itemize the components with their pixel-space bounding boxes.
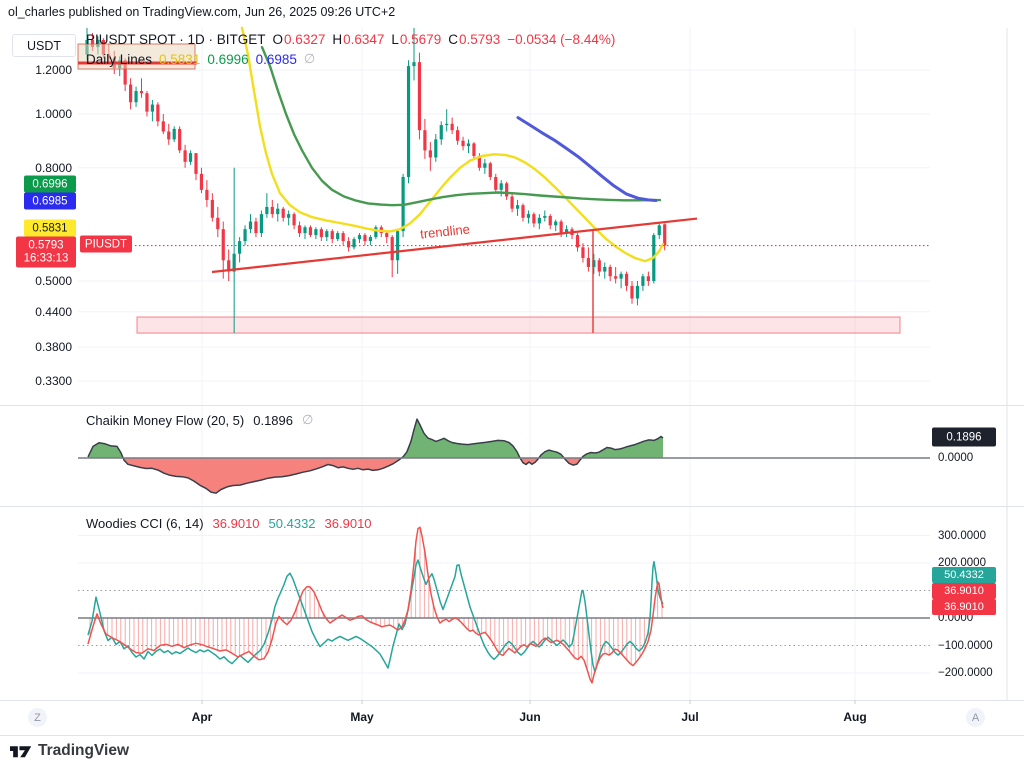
time-axis-month-label: May	[350, 710, 374, 724]
cci-axis-label: 0.0000	[938, 612, 974, 624]
cci-axis-label: 300.0000	[938, 529, 986, 542]
price-axis-badge: 0.5831	[24, 219, 76, 237]
time-axis-month-label: Jun	[519, 710, 541, 724]
time-axis-month-label: Jul	[681, 710, 699, 724]
cci-value-badge: 36.9010	[932, 583, 996, 599]
cci-value-3: 36.9010	[324, 516, 372, 531]
daily-line-value-green: 0.6996	[207, 51, 249, 67]
price-axis-badge: 0.6996	[24, 175, 76, 193]
ohlc-open: O 0.6327	[272, 31, 326, 47]
price-tick-label: 1.0000	[35, 107, 72, 121]
price-tick-label: 1.2000	[35, 63, 72, 78]
main-legend[interactable]: PIUSDT SPOT · 1D · BITGET O 0.6327 H 0.634…	[86, 30, 615, 48]
daily-line-value-yellow: 0.5831	[159, 51, 201, 67]
publish-info: ol_charles published on TradingView.com,…	[8, 5, 396, 19]
cci-axis-label: −100.0000	[938, 639, 993, 652]
price-tick-label: 0.8000	[35, 160, 72, 175]
time-axis-month-label: Apr	[191, 710, 213, 724]
cmf-value-badge: 0.1896	[932, 427, 996, 447]
hide-indicator-icon[interactable]: ∅	[302, 412, 314, 427]
change-value: −0.0534 (−8.44%)	[507, 31, 616, 47]
symbol-title[interactable]: PIUSDT SPOT · 1D · BITGET	[86, 31, 266, 47]
cci-value-badge: 36.9010	[932, 599, 996, 615]
currency-label: USDT	[26, 38, 62, 53]
cci-axis-label: 200.0000	[938, 557, 986, 569]
cci-value-badge: 50.4332	[932, 567, 996, 583]
time-axis-month-label: Aug	[843, 710, 867, 724]
price-tick-label: 0.3800	[35, 340, 72, 355]
tradingview-logo-icon	[10, 746, 32, 758]
price-axis-badge: 0.5793 16:33:13	[16, 236, 76, 268]
cci-value-1: 36.9010	[212, 516, 260, 531]
cci-panel-header[interactable]: Woodies CCI (6, 14) 36.9010 50.4332 36.9…	[86, 516, 372, 531]
cci-title[interactable]: Woodies CCI (6, 14)	[86, 516, 204, 531]
hide-indicator-icon[interactable]: ∅	[303, 51, 316, 66]
cmf-zero-label: 0.0000	[938, 452, 974, 464]
indicator-legend-daily-lines[interactable]: Daily Lines 0.5831 0.6996 0.6985 ∅	[86, 50, 315, 68]
cmf-value: 0.1896	[253, 412, 293, 428]
cmf-title[interactable]: Chaikin Money Flow (20, 5)	[86, 412, 245, 428]
daily-line-value-blue: 0.6985	[255, 51, 297, 67]
ohlc-high: H 0.6347	[332, 31, 385, 47]
timezone-button[interactable]: Z	[28, 708, 47, 727]
series-price-tag: PIUSDT	[80, 235, 132, 253]
cci-axis-label: −200.0000	[938, 667, 993, 679]
tradingview-brand-text: TradingView	[38, 742, 130, 759]
indicator-title[interactable]: Daily Lines	[86, 51, 153, 67]
ohlc-low: L 0.5679	[391, 31, 442, 47]
currency-label-box: USDT	[12, 34, 76, 57]
price-tick-label: 0.4400	[35, 304, 72, 319]
price-tick-label: 0.3300	[35, 374, 72, 389]
price-tick-label: 0.5000	[35, 274, 72, 288]
cci-value-2: 50.4332	[268, 516, 316, 531]
autoscale-button[interactable]: A	[966, 708, 985, 727]
cmf-panel-header[interactable]: Chaikin Money Flow (20, 5) 0.1896 ∅	[86, 412, 313, 428]
ohlc-close: C 0.5793	[448, 31, 501, 47]
tradingview-footer[interactable]: TradingView	[10, 741, 129, 761]
price-axis-badge: 0.6985	[24, 192, 76, 210]
